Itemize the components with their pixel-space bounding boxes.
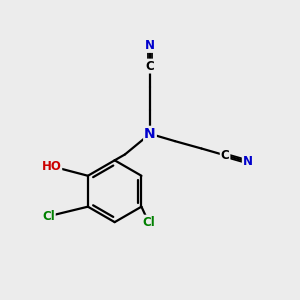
Text: C: C xyxy=(146,60,154,73)
Text: HO: HO xyxy=(41,160,61,173)
Text: Cl: Cl xyxy=(142,216,155,229)
Text: N: N xyxy=(243,155,253,168)
Text: Cl: Cl xyxy=(42,210,55,223)
Text: N: N xyxy=(144,127,156,141)
Text: N: N xyxy=(145,39,155,52)
Text: C: C xyxy=(221,149,230,162)
